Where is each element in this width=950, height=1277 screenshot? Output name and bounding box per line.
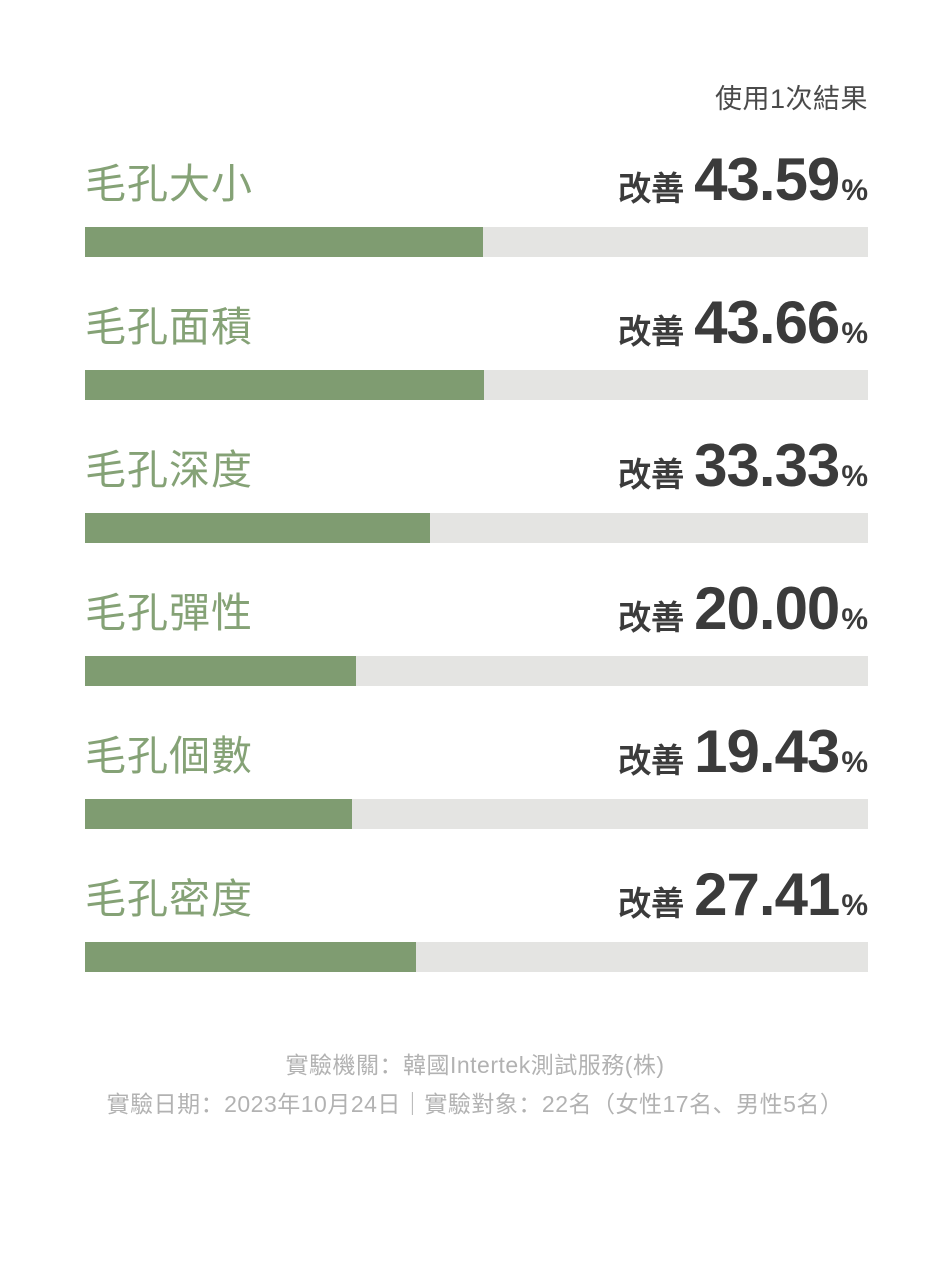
value-number: 43.59 — [694, 146, 840, 213]
value-number: 43.66 — [694, 289, 840, 356]
bar-track — [85, 942, 868, 972]
bar-fill — [85, 942, 417, 972]
bar-track — [85, 227, 868, 257]
percent-sign: % — [841, 889, 868, 922]
bar-track — [85, 513, 868, 543]
row-head: 毛孔深度 改善 33.33 % — [85, 434, 868, 496]
experiment-date-subjects: 實驗日期：2023年10月24日｜實驗對象：22名（女性17名、男性5名） — [106, 1091, 844, 1117]
chart-row: 毛孔深度 改善 33.33 % — [85, 434, 868, 543]
row-label: 毛孔密度 — [85, 876, 253, 922]
chart-area: 使用1次結果 毛孔大小 改善 43.59 % 毛孔面積 改善 43.66 — [85, 84, 868, 972]
row-value: 改善 33.33 % — [618, 436, 868, 496]
bar-track — [85, 799, 868, 829]
chart-row: 毛孔個數 改善 19.43 % — [85, 720, 868, 829]
row-value: 改善 43.66 % — [618, 293, 868, 353]
bar-fill — [85, 370, 485, 400]
row-label: 毛孔面積 — [85, 304, 253, 350]
value-number: 33.33 — [694, 432, 840, 499]
percent-sign: % — [841, 174, 868, 207]
improve-label: 改善 — [618, 742, 685, 779]
row-label: 毛孔個數 — [85, 733, 253, 779]
row-head: 毛孔大小 改善 43.59 % — [85, 148, 868, 210]
bar-track — [85, 370, 868, 400]
percent-sign: % — [841, 603, 868, 636]
bar-track — [85, 656, 868, 686]
improve-label: 改善 — [618, 313, 685, 350]
improve-label: 改善 — [618, 456, 685, 493]
experiment-institution: 實驗機關：韓國Intertek測試服務(株) — [285, 1052, 665, 1078]
percent-sign: % — [841, 460, 868, 493]
improve-label: 改善 — [618, 170, 685, 207]
chart-caption: 使用1次結果 — [714, 84, 868, 114]
row-value: 改善 19.43 % — [618, 722, 868, 782]
row-value: 改善 43.59 % — [618, 150, 868, 210]
row-head: 毛孔彈性 改善 20.00 % — [85, 577, 868, 639]
value-number: 19.43 — [694, 718, 840, 785]
row-head: 毛孔密度 改善 27.41 % — [85, 863, 868, 925]
improve-label: 改善 — [618, 885, 685, 922]
bar-fill — [85, 656, 356, 686]
row-label: 毛孔大小 — [85, 161, 253, 207]
chart-row: 毛孔大小 改善 43.59 % — [85, 148, 868, 257]
bar-fill — [85, 227, 483, 257]
row-value: 改善 27.41 % — [618, 865, 868, 925]
improve-label: 改善 — [618, 599, 685, 636]
bar-fill — [85, 513, 431, 543]
chart-row: 毛孔密度 改善 27.41 % — [85, 863, 868, 972]
row-label: 毛孔深度 — [85, 447, 253, 493]
percent-sign: % — [841, 746, 868, 779]
row-head: 毛孔個數 改善 19.43 % — [85, 720, 868, 782]
row-label: 毛孔彈性 — [85, 590, 253, 636]
experiment-notes: 實驗機關：韓國Intertek測試服務(株) 實驗日期：2023年10月24日｜… — [0, 1046, 950, 1124]
percent-sign: % — [841, 317, 868, 350]
row-head: 毛孔面積 改善 43.66 % — [85, 291, 868, 353]
bar-fill — [85, 799, 352, 829]
chart-row: 毛孔彈性 改善 20.00 % — [85, 577, 868, 686]
row-value: 改善 20.00 % — [618, 579, 868, 639]
value-number: 20.00 — [694, 575, 840, 642]
chart-row: 毛孔面積 改善 43.66 % — [85, 291, 868, 400]
value-number: 27.41 — [694, 861, 840, 928]
